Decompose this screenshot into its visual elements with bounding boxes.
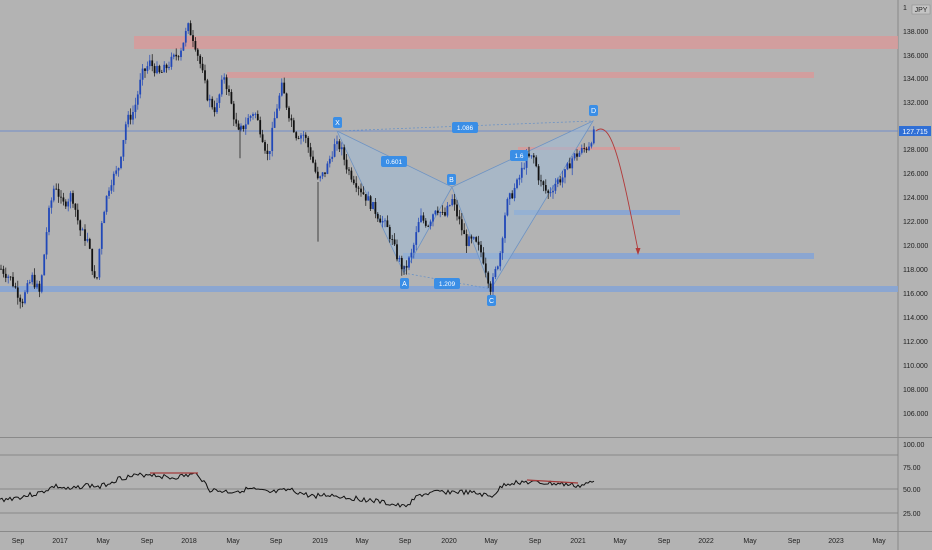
price-tick: 124.000 [903, 195, 928, 202]
ratio-ac: 1.209 [434, 278, 460, 289]
rsi-line [0, 472, 595, 508]
time-tick: 2023 [828, 538, 844, 545]
time-tick: Sep [12, 538, 25, 545]
price-tick: 118.000 [903, 267, 928, 274]
price-axis[interactable]: 1 JPY 138.000 136.000 134.000 132.000 12… [899, 4, 931, 418]
rsi-tick: 100.00 [903, 442, 925, 449]
point-a-label: A [402, 281, 407, 288]
time-tick: Sep [658, 538, 671, 545]
price-tick: 138.000 [903, 29, 928, 36]
time-tick: 2021 [570, 538, 586, 545]
ratio-bd-label: 1.6 [514, 153, 523, 160]
time-tick: May [743, 538, 757, 545]
resistance-zone-upper [227, 72, 814, 78]
time-tick: Sep [399, 538, 412, 545]
time-tick: Sep [529, 538, 542, 545]
ratio-xd: 1.086 [452, 122, 478, 133]
point-x: X [333, 117, 342, 128]
time-tick: 2017 [52, 538, 68, 545]
price-tick: 110.000 [903, 363, 928, 370]
point-b-label: B [449, 177, 454, 184]
time-tick: Sep [788, 538, 801, 545]
time-tick: May [226, 538, 240, 545]
price-tick: 112.000 [903, 339, 928, 346]
ratio-bd: 1.6 [510, 150, 528, 161]
time-tick: 2019 [312, 538, 328, 545]
candles-layer [0, 20, 595, 309]
symbol-label: JPY [915, 7, 928, 14]
rsi-tick: 75.00 [903, 465, 921, 472]
price-tick: 120.000 [903, 243, 928, 250]
time-tick: May [484, 538, 498, 545]
rsi-axis[interactable]: 100.00 75.00 50.00 25.00 [903, 442, 925, 518]
ratio-xd-label: 1.086 [457, 125, 474, 132]
price-tick: 114.000 [903, 315, 928, 322]
point-d-label: D [591, 108, 596, 115]
point-a: A [400, 278, 409, 289]
point-d: D [589, 105, 598, 116]
rsi-panel[interactable] [0, 454, 898, 514]
price-axis-top-partial: 1 [903, 5, 907, 12]
resistance-zone-top [134, 36, 898, 49]
projection-arrow [595, 128, 641, 255]
price-tick: 134.000 [903, 76, 928, 83]
time-tick: May [96, 538, 110, 545]
time-tick: May [613, 538, 627, 545]
price-tick: 106.000 [903, 411, 928, 418]
time-tick: May [872, 538, 886, 545]
support-zone-target [403, 253, 814, 259]
time-tick: May [355, 538, 369, 545]
price-tick: 128.000 [903, 147, 928, 154]
symbol-badge: JPY [911, 4, 931, 15]
point-c-label: C [489, 298, 494, 305]
pattern-xab-triangle [336, 130, 453, 274]
pattern-bcd-triangle [451, 120, 595, 290]
current-price-label: 127.715 [902, 129, 927, 136]
rsi-tick: 25.00 [903, 511, 921, 518]
time-tick: Sep [270, 538, 283, 545]
rsi-tick: 50.00 [903, 487, 921, 494]
ratio-ac-label: 1.209 [439, 281, 456, 288]
price-tick: 108.000 [903, 387, 928, 394]
ratio-xb: 0.601 [381, 156, 407, 167]
ratio-xb-label: 0.601 [386, 159, 403, 166]
time-tick: Sep [141, 538, 154, 545]
zones-layer [0, 36, 898, 292]
time-tick: 2020 [441, 538, 457, 545]
rsi-divergence-line-2 [526, 479, 579, 484]
price-tick: 116.000 [903, 291, 928, 298]
price-tick: 122.000 [903, 219, 928, 226]
price-tick: 132.000 [903, 100, 928, 107]
price-tick: 126.000 [903, 171, 928, 178]
time-tick: 2018 [181, 538, 197, 545]
point-b: B [447, 174, 456, 185]
price-tick: 136.000 [903, 53, 928, 60]
time-axis[interactable]: Sep 2017 May Sep 2018 May Sep 2019 May S… [12, 538, 886, 545]
support-zone-mid [514, 210, 680, 215]
resistance-zone-near [518, 147, 680, 150]
current-price-tag: 127.715 [899, 126, 931, 136]
point-c: C [487, 295, 496, 306]
time-tick: 2022 [698, 538, 714, 545]
point-x-label: X [335, 120, 340, 127]
